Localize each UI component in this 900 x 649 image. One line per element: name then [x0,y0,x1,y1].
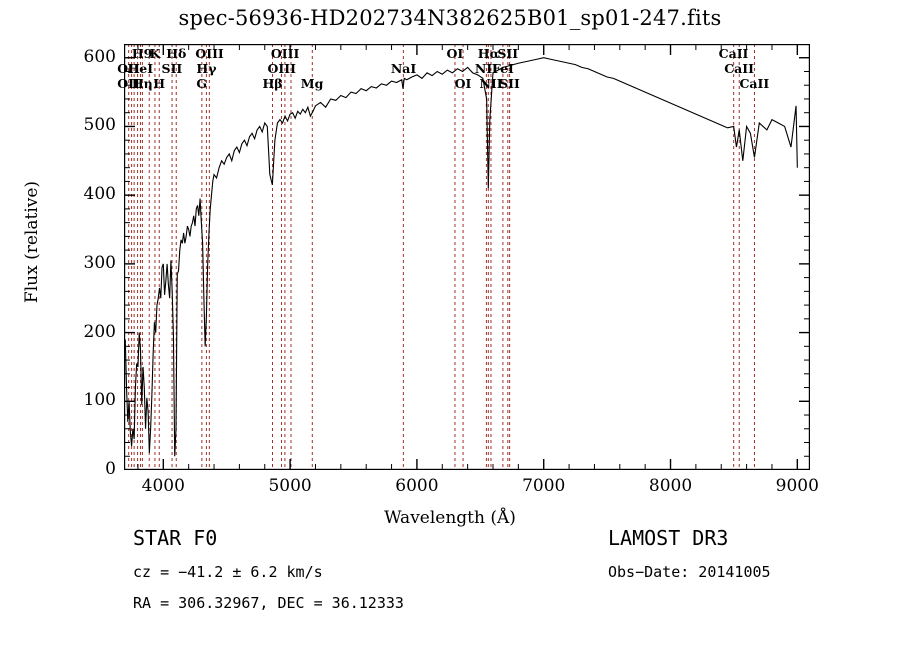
marker-lines-group [128,44,755,470]
spectrum-plot-area: H9 K Hδ OIII OIII OI Hα SII CaII OII HeI SII Hγ OIII N… [117,44,810,470]
spectral-line-label: Hβ [262,76,283,91]
spectral-line-label: OII [117,76,140,91]
plot-title: spec-56936-HD202734N382625B01_sp01-247.f… [178,6,722,30]
survey-name: LAMOST DR3 [608,526,729,550]
spectral-line-label: NaI [390,61,417,76]
x-tick-label: 7000 [522,476,566,496]
spectral-line-label: OII [117,61,140,76]
spectral-line-label: Mg [300,76,324,91]
x-tick-label: 5000 [268,476,312,496]
y-tick-label: 500 [83,115,116,136]
metadata-footer: STAR F0 cz = −41.2 ± 6.2 km/s RA = 306.3… [0,528,900,638]
y-tick-label: 300 [83,252,116,273]
spectral-line-label: HeI [127,61,154,76]
spectral-line-label: Hγ [196,61,217,76]
metadata-right-column: LAMOST DR3 Obs−Date: 20141005 [608,528,771,580]
x-tick-label: 9000 [775,476,819,496]
y-axis-tick-labels: 600 500 400 300 200 100 0 [50,44,116,477]
spectral-line-label: OIII [267,61,296,76]
y-tick-label: 600 [83,46,116,67]
spectral-line-label: Hδ [166,46,187,61]
coordinates: RA = 306.32967, DEC = 36.12333 [133,594,404,612]
y-tick-label: 200 [83,321,116,342]
spectral-line-label: Hα [477,46,500,61]
observation-date: Obs−Date: 20141005 [608,563,771,581]
y-axis-label: Flux (relative) [22,180,42,304]
spectral-line-label: SII [497,46,519,61]
x-tick-label: 6000 [395,476,439,496]
y-tick-label: 400 [83,184,116,205]
spectral-line-label: NII [474,61,499,76]
spectral-line-label: H9 [131,46,153,61]
metadata-left-column: STAR F0 cz = −41.2 ± 6.2 km/s RA = 306.3… [133,528,404,611]
spectrum-svg [124,44,810,470]
spectral-line-label: OI [446,46,464,61]
plot-frame [124,44,810,470]
radial-velocity: cz = −41.2 ± 6.2 km/s [133,563,323,581]
spectral-line-label: Hη [131,76,153,91]
spectral-line-label: NII [479,76,503,91]
spectral-line-label: OIII [270,46,300,61]
y-tick-label: 0 [105,459,116,479]
spectral-line-label: OI [454,76,472,91]
spectral-line-label: CaII [739,76,770,91]
spectral-line-label: SII [499,76,520,91]
spectral-line-label: CaII [718,46,749,61]
x-tick-label: 4000 [141,476,185,496]
spectral-line-label: OIII [195,46,224,61]
spectral-line-label: CaII [724,61,754,76]
spectral-line-label: FeI [491,61,514,76]
x-axis-tick-labels: 4000 5000 6000 7000 8000 9000 [124,476,819,504]
object-class: STAR F0 [133,526,218,550]
spectrum-trace [124,57,798,457]
axis-frame [124,44,810,470]
x-tick-label: 8000 [648,476,693,496]
spectral-line-label: SII [161,61,183,76]
y-tick-label: 100 [83,390,116,411]
spectral-line-label: K [149,46,161,61]
spectral-line-label: G [196,76,208,91]
x-axis-label: Wavelength (Å) [384,508,516,528]
spectral-line-label: H [153,76,166,91]
